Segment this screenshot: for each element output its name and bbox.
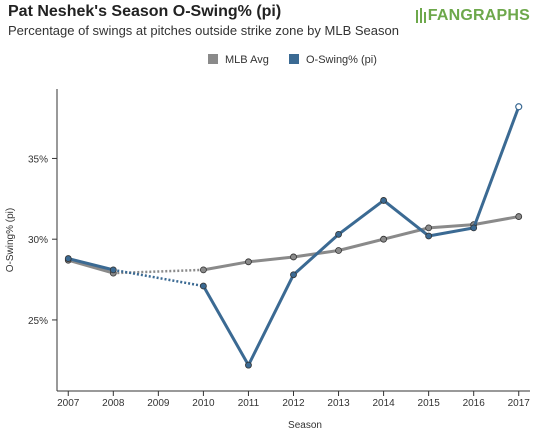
x-ticks: 2007 2008 2009 2010 2011 2012 2013 2014 2015 2016…	[57, 391, 530, 409]
series-0	[64, 213, 523, 277]
data-point[interactable]	[290, 271, 297, 279]
series-segment	[201, 260, 250, 272]
fangraphs-logo-icon	[415, 8, 426, 23]
data-point[interactable]	[245, 258, 252, 266]
data-point[interactable]	[380, 235, 387, 243]
y-tick-label: 30%	[28, 235, 48, 246]
data-point[interactable]	[515, 213, 523, 220]
x-tick-label: 2015	[418, 398, 441, 409]
y-tick-label: 25%	[28, 316, 48, 327]
x-tick-label: 2010	[192, 398, 215, 409]
data-point[interactable]	[515, 103, 523, 111]
x-tick-label: 2009	[147, 398, 170, 409]
axes	[56, 89, 530, 392]
data-point[interactable]	[200, 282, 207, 290]
data-point[interactable]	[290, 253, 297, 261]
x-tick-label: 2013	[327, 398, 350, 409]
series-segment	[66, 258, 115, 275]
fangraphs-logo: FANGRAPHS	[415, 7, 530, 25]
data-point[interactable]	[470, 224, 478, 232]
data-point[interactable]	[335, 230, 342, 238]
y-ticks: 25% 30% 35%	[28, 154, 57, 327]
data-point[interactable]	[425, 232, 433, 240]
series-gap-segment	[113, 268, 204, 275]
data-point[interactable]	[335, 247, 342, 254]
series-layer	[64, 103, 523, 369]
x-tick-label: 2008	[102, 398, 125, 409]
legend-swatch	[208, 54, 218, 64]
series-segment	[472, 105, 521, 230]
x-tick-label: 2014	[372, 398, 395, 409]
x-tick-label: 2017	[508, 398, 531, 409]
legend: MLB Avg O-Swing% (pi)	[208, 54, 377, 66]
series-gap-segment	[113, 268, 204, 288]
y-tick-label: 35%	[28, 154, 48, 165]
series-segment	[337, 198, 386, 236]
x-tick-label: 2016	[463, 398, 486, 409]
series-segment	[292, 232, 341, 277]
x-tick-label: 2012	[282, 398, 305, 409]
series-segment	[427, 223, 476, 230]
series-segment	[382, 198, 431, 238]
x-axis-title: Season	[288, 420, 322, 431]
legend-label: MLB Avg	[225, 54, 269, 66]
data-point[interactable]	[200, 266, 207, 274]
data-point[interactable]	[380, 197, 387, 204]
legend-label: O-Swing% (pi)	[306, 54, 377, 66]
x-tick-label: 2011	[238, 398, 260, 409]
series-segment	[337, 237, 386, 252]
series-segment	[246, 255, 295, 264]
chart-title: Pat Neshek's Season O-Swing% (pi)	[8, 3, 282, 20]
data-point[interactable]	[245, 361, 252, 369]
series-segment	[201, 284, 250, 367]
fangraphs-logo-text: FANGRAPHS	[427, 7, 530, 24]
data-point[interactable]	[64, 255, 72, 262]
data-point[interactable]	[109, 266, 117, 274]
legend-swatch	[289, 54, 299, 64]
series-1	[64, 103, 523, 369]
chart-subtitle: Percentage of swings at pitches outside …	[8, 23, 399, 38]
series-segment	[427, 226, 476, 238]
x-tick-label: 2007	[57, 398, 80, 409]
data-point[interactable]	[425, 224, 433, 232]
series-segment	[472, 215, 521, 227]
y-axis-title: O-Swing% (pi)	[5, 208, 16, 272]
series-segment	[246, 273, 295, 367]
series-segment	[66, 257, 115, 272]
